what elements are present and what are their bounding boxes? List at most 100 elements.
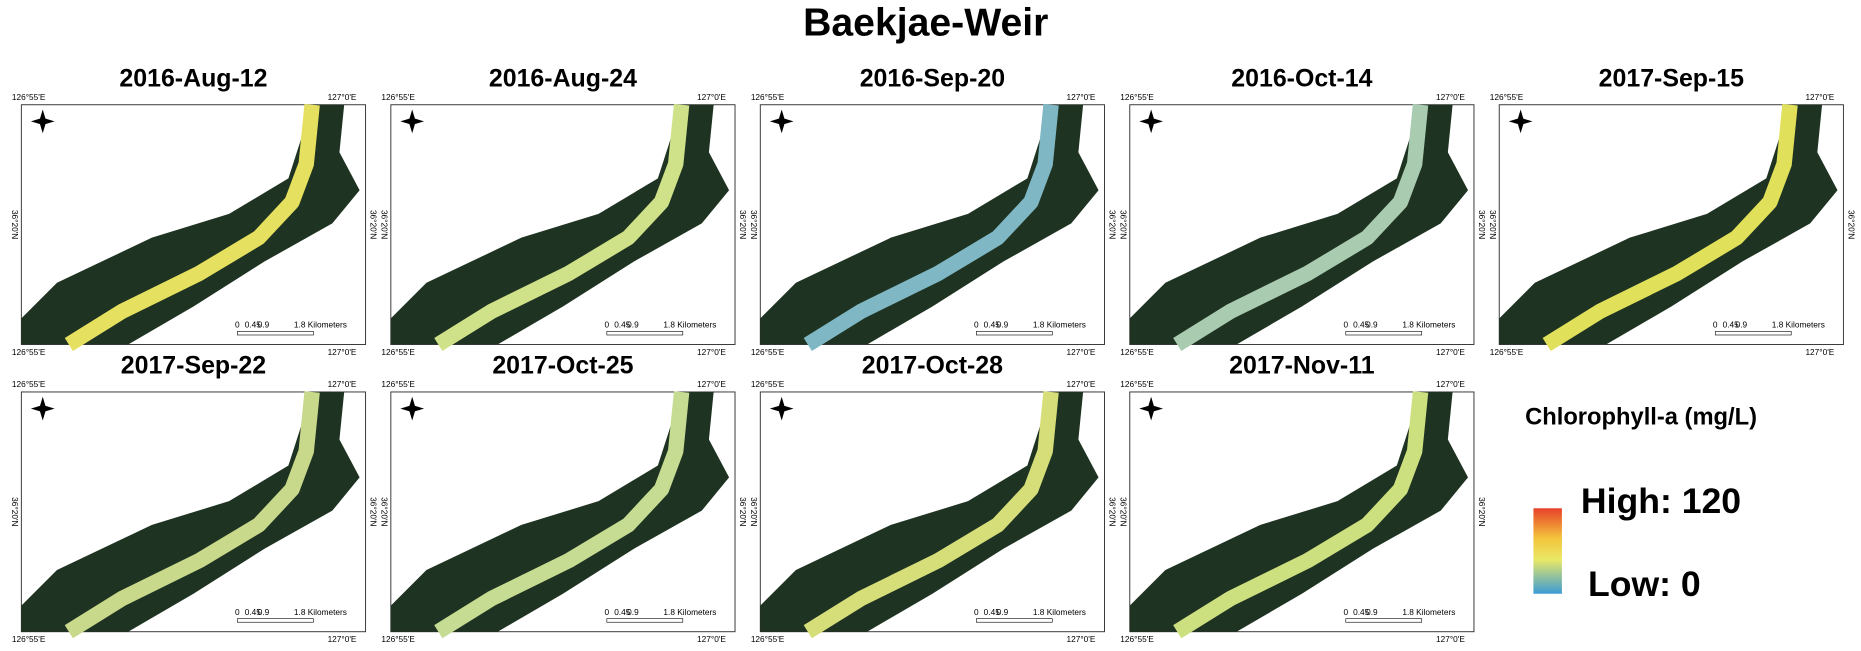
land-area — [390, 391, 730, 632]
lon-label: 126°55'E — [12, 92, 46, 102]
scale-label: 1.8 Kilometers — [1772, 320, 1825, 330]
scale-label: 1.8 Kilometers — [1402, 607, 1455, 617]
lat-label: 36°20'N — [1107, 497, 1117, 526]
river — [803, 391, 1059, 639]
scale-label: 0 — [974, 320, 979, 330]
scale-label: 0.45 — [984, 320, 1001, 330]
lon-label: 127°0'E — [1805, 92, 1834, 102]
north-arrow — [30, 109, 55, 134]
panel-title: 2016-Oct-14 — [1231, 64, 1372, 92]
land-area — [1129, 104, 1469, 345]
scale-label: 1.8 Kilometers — [294, 607, 347, 617]
map-panel: 2016-Aug-24 126°55'E 127°0'E 126°55'E 127°0'… — [380, 64, 748, 357]
scale-label: 0 — [1343, 607, 1348, 617]
scale-label: 0.9 — [258, 607, 270, 617]
panel-title: 2016-Aug-24 — [489, 64, 637, 92]
lon-label: 127°0'E — [1436, 379, 1465, 389]
scale-label: 1.8 Kilometers — [1033, 607, 1086, 617]
lat-label: 36°20'N — [1118, 497, 1128, 526]
scale-label: 0 — [235, 607, 240, 617]
scale-bar — [606, 618, 684, 623]
panel-title: 2017-Nov-11 — [1229, 352, 1375, 380]
lon-label: 127°0'E — [697, 347, 726, 357]
scale-bar — [237, 618, 314, 623]
north-arrow — [769, 109, 794, 134]
map-panel: 2016-Sep-20 126°55'E 127°0'E 126°55'E 127°0'… — [749, 64, 1117, 357]
north-arrow — [400, 109, 425, 134]
lon-label: 126°55'E — [1120, 347, 1154, 357]
north-arrow — [1139, 109, 1164, 134]
lon-label: 126°55'E — [12, 347, 46, 357]
map-panel: 2016-Aug-12 126°55'E 127°0'E 126°55'E 127°0'… — [10, 64, 378, 357]
lat-label: 36°20'N — [10, 497, 20, 526]
scale-label: 0.9 — [1366, 607, 1378, 617]
river — [1542, 103, 1798, 352]
panel-title: 2017-Sep-15 — [1599, 64, 1745, 92]
legend-title: Chlorophyll-a (mg/L) — [1525, 404, 1757, 430]
map-panel: 2017-Sep-15 126°55'E 127°0'E 126°55'E 127°0'… — [1488, 64, 1856, 357]
lat-label: 36°20'N — [1488, 210, 1498, 239]
scale-bar — [1714, 331, 1792, 336]
scale-label: 1.8 Kilometers — [663, 320, 716, 330]
panel-title: 2016-Aug-12 — [119, 64, 267, 92]
lat-label: 36°20'N — [738, 497, 748, 526]
river — [434, 391, 690, 639]
lon-label: 127°0'E — [1436, 634, 1465, 644]
lon-label: 127°0'E — [328, 379, 357, 389]
figure-title: Baekjae-Weir — [803, 2, 1048, 45]
north-arrow — [769, 396, 794, 421]
north-arrow — [400, 396, 425, 421]
lon-label: 126°55'E — [1490, 92, 1524, 102]
lat-label: 36°20'N — [1477, 497, 1487, 526]
legend-colorbar — [1533, 508, 1562, 594]
lat-label: 36°20'N — [380, 210, 390, 239]
land-area — [760, 391, 1099, 632]
north-arrow — [1139, 396, 1164, 421]
scale-bar — [1345, 331, 1423, 336]
scale-bar — [237, 331, 314, 336]
scale-label: 1.8 Kilometers — [663, 607, 716, 617]
lon-label: 126°55'E — [1120, 379, 1154, 389]
panel-title: 2017-Oct-28 — [862, 352, 1003, 380]
lon-label: 127°0'E — [1067, 347, 1096, 357]
lon-label: 126°55'E — [1120, 92, 1154, 102]
lon-label: 127°0'E — [1067, 92, 1096, 102]
lon-label: 126°55'E — [12, 379, 46, 389]
lon-label: 127°0'E — [328, 347, 357, 357]
land-area — [21, 104, 360, 345]
lat-label: 36°20'N — [368, 210, 378, 239]
panels: 2016-Aug-12 126°55'E 127°0'E 126°55'E 127°0'… — [10, 64, 1856, 644]
map-panel: 2016-Oct-14 126°55'E 127°0'E 126°55'E 127°0'… — [1118, 64, 1486, 357]
scale-label: 0.9 — [1736, 320, 1748, 330]
lat-label: 36°20'N — [368, 497, 378, 526]
scale-label: 0.9 — [627, 320, 639, 330]
lon-label: 127°0'E — [697, 379, 726, 389]
river — [803, 103, 1059, 352]
lon-label: 127°0'E — [1436, 92, 1465, 102]
land-area — [1499, 104, 1838, 345]
scale-bar — [976, 618, 1053, 623]
scale-label: 1.8 Kilometers — [1033, 320, 1086, 330]
lat-label: 36°20'N — [738, 210, 748, 239]
lon-label: 127°0'E — [1805, 347, 1834, 357]
legend-high: High: 120 — [1581, 481, 1741, 521]
scale-label: 0.45 — [984, 607, 1001, 617]
scale-label: 0 — [605, 320, 610, 330]
scale-label: 0 — [1343, 320, 1348, 330]
river — [64, 391, 320, 639]
scale-label: 0.9 — [258, 320, 270, 330]
lon-label: 127°0'E — [1067, 634, 1096, 644]
scale-bar — [1345, 618, 1423, 623]
scale-label: 0 — [974, 607, 979, 617]
lon-label: 126°55'E — [12, 634, 46, 644]
panel-title: 2017-Oct-25 — [492, 352, 633, 380]
scale-bar — [976, 331, 1053, 336]
lon-label: 126°55'E — [751, 379, 785, 389]
map-panel: 2017-Sep-22 126°55'E 127°0'E 126°55'E 127°0'… — [10, 352, 378, 645]
river — [1173, 391, 1429, 639]
lon-label: 126°55'E — [381, 92, 415, 102]
scale-label: 0.9 — [997, 607, 1009, 617]
river — [434, 103, 690, 352]
lon-label: 127°0'E — [328, 92, 357, 102]
